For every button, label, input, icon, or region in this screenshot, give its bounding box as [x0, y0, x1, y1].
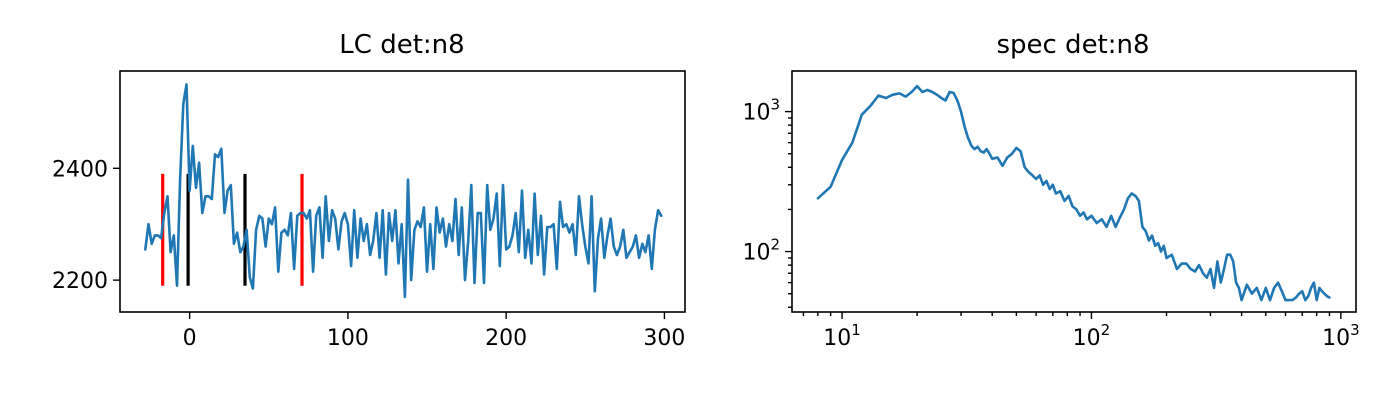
lc-x-ticks: 0 100 200 300: [183, 312, 685, 351]
spec-title: spec det:n8: [996, 30, 1149, 60]
lc-axes-frame: [119, 70, 686, 313]
spec-x-tick-label: 101: [823, 321, 861, 351]
spec-y-tick-label: 102: [742, 236, 780, 266]
spec-axes-frame: [791, 70, 1357, 313]
spec-series-line-0: [816, 84, 1331, 302]
spec-panel: spec det:n8 101 102 103 102 103: [742, 30, 1359, 351]
lc-y-ticks: 2200 2400: [52, 157, 120, 294]
lc-series-line-0: [144, 83, 663, 299]
spec-y-ticks: 102 103: [742, 96, 792, 308]
lc-marks: [144, 83, 663, 299]
spec-x-tick-label: 102: [1073, 321, 1111, 351]
lc-x-tick-label: 100: [327, 326, 369, 351]
lc-x-tick-label: 200: [485, 326, 527, 351]
lc-y-tick-label: 2200: [52, 269, 108, 294]
spec-marks: [816, 84, 1331, 302]
lc-y-tick-label: 2400: [52, 157, 108, 182]
lc-x-tick-label: 300: [643, 326, 685, 351]
lc-x-tick-label: 0: [183, 326, 197, 351]
spec-x-ticks: 101 102 103: [802, 312, 1360, 351]
lc-title: LC det:n8: [339, 30, 464, 60]
lc-panel: LC det:n8 0 100 200 300 2200 2400: [52, 30, 686, 351]
spec-y-tick-label: 103: [742, 96, 780, 126]
spec-x-tick-label: 103: [1322, 321, 1360, 351]
